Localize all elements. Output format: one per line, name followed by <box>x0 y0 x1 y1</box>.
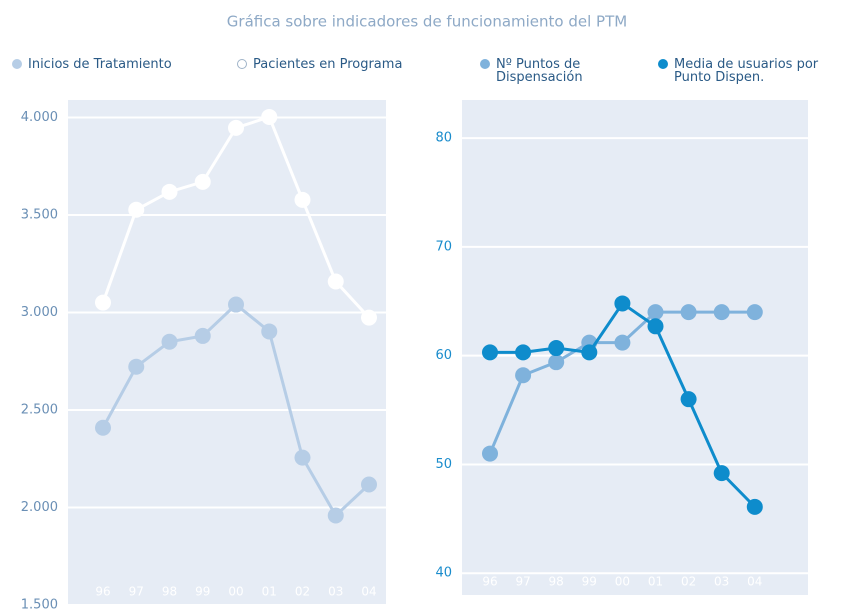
data-point <box>161 333 178 350</box>
data-point <box>95 419 111 436</box>
data-point <box>614 295 631 312</box>
plot-area <box>68 100 386 605</box>
legend-marker <box>237 59 247 69</box>
x-tick-label: 00 <box>228 585 243 599</box>
data-point <box>515 367 532 384</box>
x-tick-label: 99 <box>582 575 597 589</box>
x-tick-label: 98 <box>549 575 564 589</box>
x-tick-label: 04 <box>361 585 376 599</box>
data-point <box>261 108 278 125</box>
x-tick-label: 97 <box>515 575 530 589</box>
data-point <box>228 296 244 313</box>
data-point <box>161 183 178 200</box>
data-point <box>647 318 664 335</box>
y-tick-label: 40 <box>435 566 452 581</box>
data-point <box>95 294 111 311</box>
legend-marker <box>12 59 22 69</box>
x-tick-label: 04 <box>747 575 762 589</box>
data-point <box>228 119 244 136</box>
legend-item: Pacientes en Programa <box>237 58 457 71</box>
data-point <box>327 507 344 524</box>
data-point <box>261 323 278 340</box>
y-tick-label: 1.500 <box>21 598 58 613</box>
data-point <box>128 358 145 375</box>
data-point <box>614 334 631 351</box>
x-tick-label: 01 <box>648 575 663 589</box>
chart-title: Gráfica sobre indicadores de funcionamie… <box>227 13 627 31</box>
data-point <box>194 173 211 190</box>
data-point <box>713 465 730 482</box>
data-point <box>128 201 145 218</box>
data-point <box>680 304 697 321</box>
y-tick-label: 4.000 <box>21 110 58 125</box>
y-tick-label: 80 <box>435 131 452 146</box>
x-tick-label: 99 <box>195 585 210 599</box>
y-tick-label: 2.500 <box>21 403 58 418</box>
x-tick-label: 98 <box>162 585 177 599</box>
data-point <box>482 344 498 361</box>
legend-item: Nº Puntos de Dispensación <box>480 58 630 84</box>
x-tick-label: 96 <box>95 585 110 599</box>
data-point <box>515 344 532 361</box>
data-point <box>746 498 763 515</box>
x-tick-label: 02 <box>295 585 310 599</box>
data-point <box>482 445 498 462</box>
data-point <box>548 340 565 357</box>
x-tick-label: 97 <box>129 585 144 599</box>
data-point <box>361 476 377 493</box>
legend-label: Nº Puntos de Dispensación <box>496 57 583 85</box>
data-point <box>327 273 344 290</box>
y-tick-label: 2.000 <box>21 500 58 515</box>
x-tick-label: 96 <box>482 575 497 589</box>
legend-label: Pacientes en Programa <box>253 57 403 72</box>
data-point <box>294 191 311 208</box>
legend-marker <box>658 59 668 69</box>
data-point <box>294 449 311 466</box>
plot-area <box>462 100 808 595</box>
data-point <box>548 354 565 371</box>
y-tick-label: 50 <box>435 457 452 472</box>
legend-label: Media de usuarios por Punto Dispen. <box>674 57 819 85</box>
data-point <box>581 344 598 361</box>
legend-item: Media de usuarios por Punto Dispen. <box>658 58 848 84</box>
data-point <box>746 304 763 321</box>
x-tick-label: 03 <box>714 575 729 589</box>
x-tick-label: 02 <box>681 575 696 589</box>
legend-marker <box>480 59 490 69</box>
data-point <box>194 327 211 344</box>
x-tick-label: 03 <box>328 585 343 599</box>
y-tick-label: 3.500 <box>21 208 58 223</box>
y-tick-label: 70 <box>435 239 452 254</box>
y-tick-label: 60 <box>435 348 452 363</box>
data-point <box>713 304 730 321</box>
data-point <box>361 309 377 326</box>
data-point <box>680 391 697 408</box>
x-tick-label: 00 <box>615 575 630 589</box>
legend-item: Inicios de Tratamiento <box>12 58 232 71</box>
y-tick-label: 3.000 <box>21 305 58 320</box>
x-tick-label: 01 <box>262 585 277 599</box>
data-point <box>647 304 664 321</box>
legend-label: Inicios de Tratamiento <box>28 57 172 72</box>
